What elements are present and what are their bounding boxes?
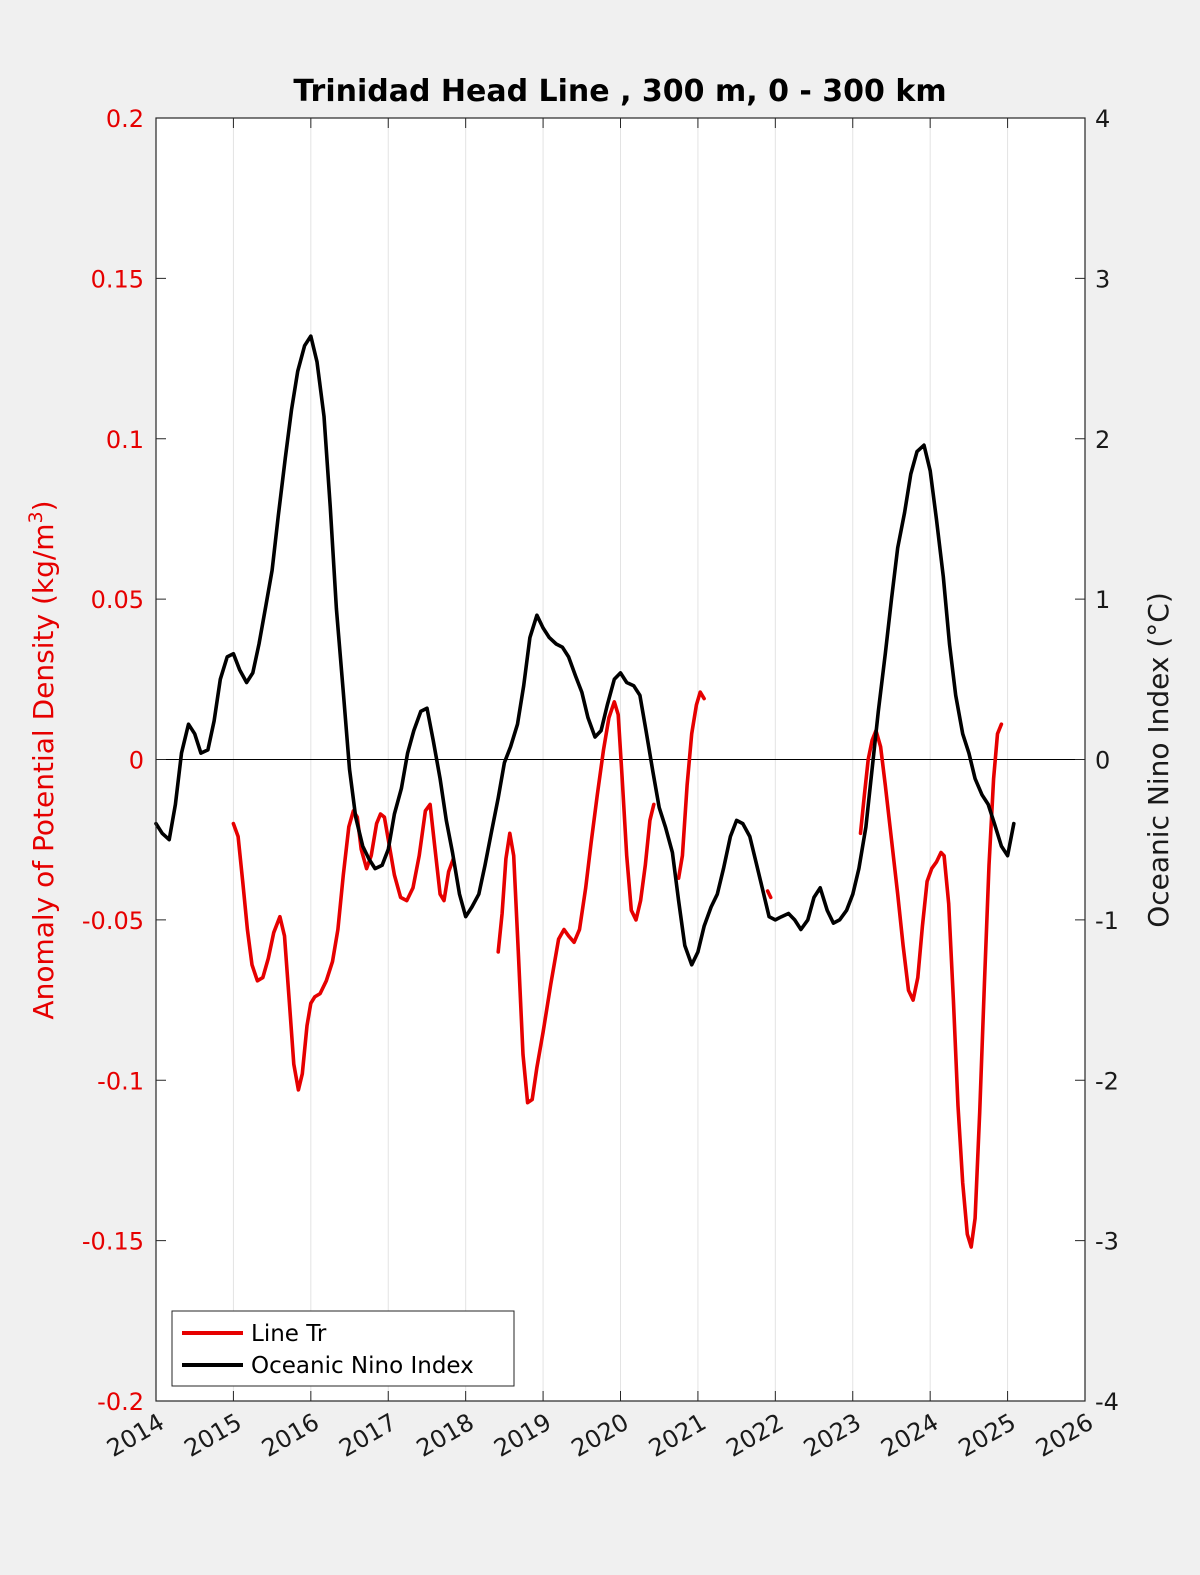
y-right-tick-label: 2 xyxy=(1095,426,1110,454)
line-tr-segment xyxy=(858,722,1004,1249)
y-axis-label-left-close: ) xyxy=(27,500,60,511)
y-right-tick-label: -2 xyxy=(1095,1067,1119,1095)
y-axis-label-left-superscript: 3 xyxy=(25,511,47,523)
y-axis-label-right: Oceanic Nino Index (°C) xyxy=(1142,592,1175,928)
line-tr-segment xyxy=(765,889,773,900)
y-left-tick-label: -0.2 xyxy=(97,1388,144,1416)
tick-marks xyxy=(155,117,1086,1402)
y-right-tick-label: 0 xyxy=(1095,747,1110,775)
line-tr-segment xyxy=(231,802,456,1092)
tick-labels: 2014 2015 2016 2017 2018 2019 2020 2021 2022 2023… xyxy=(82,105,1119,1463)
legend-box xyxy=(171,1310,515,1387)
series-line-tr xyxy=(231,690,1004,1249)
y-left-tick-label: 0.05 xyxy=(91,586,144,614)
y-right-tick-label: 3 xyxy=(1095,265,1110,293)
legend: Line Tr Oceanic Nino Index xyxy=(171,1310,515,1387)
y-right-tick-label: 1 xyxy=(1095,586,1110,614)
oni-segment xyxy=(154,334,1016,967)
y-left-tick-label: -0.15 xyxy=(82,1228,144,1256)
y-right-tick-label: -3 xyxy=(1095,1228,1119,1256)
y-left-tick-label: 0 xyxy=(129,747,144,775)
series-layer xyxy=(154,334,1016,1249)
legend-label-line-tr: Line Tr xyxy=(251,1321,327,1347)
legend-label-oni: Oceanic Nino Index xyxy=(251,1353,474,1379)
y-left-tick-label: -0.1 xyxy=(97,1067,144,1095)
line-tr-segment xyxy=(676,690,706,881)
line-tr-segment xyxy=(496,699,656,1105)
chart-title: Trinidad Head Line , 300 m, 0 - 300 km xyxy=(293,74,946,109)
y-axis-label-left-main: Anomaly of Potential Density (kg/m xyxy=(27,523,60,1019)
series-oceanic-nino-index xyxy=(154,334,1016,967)
y-right-tick-label: -4 xyxy=(1095,1388,1119,1416)
y-left-tick-label: 0.15 xyxy=(91,265,144,293)
y-right-tick-label: 4 xyxy=(1095,105,1110,133)
y-right-tick-label: -1 xyxy=(1095,907,1119,935)
y-left-tick-label: 0.1 xyxy=(106,426,144,454)
y-axis-label-left: Anomaly of Potential Density (kg/m3) xyxy=(25,500,60,1019)
y-left-tick-label: 0.2 xyxy=(106,105,144,133)
y-left-tick-label: -0.05 xyxy=(82,907,144,935)
